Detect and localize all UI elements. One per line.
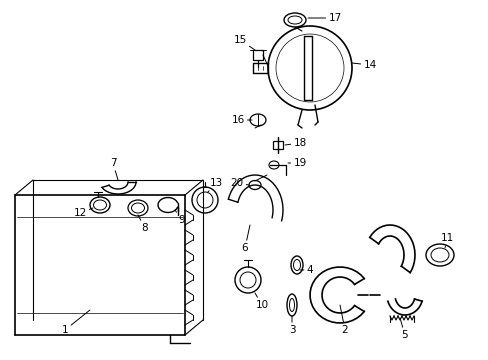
Text: 3: 3: [288, 316, 295, 335]
Text: 16: 16: [231, 115, 251, 125]
Text: 11: 11: [440, 233, 453, 248]
Text: 13: 13: [207, 178, 222, 192]
Text: 8: 8: [138, 215, 148, 233]
Text: 19: 19: [287, 158, 306, 168]
Text: 10: 10: [254, 293, 268, 310]
Text: 18: 18: [285, 138, 306, 148]
Text: 4: 4: [299, 265, 313, 275]
Text: 2: 2: [339, 305, 347, 335]
Text: 12: 12: [73, 208, 93, 218]
Text: 5: 5: [399, 318, 407, 340]
Text: 1: 1: [61, 310, 90, 335]
Bar: [272, 141, 283, 149]
Bar: [252, 50, 263, 60]
Text: 7: 7: [109, 158, 118, 180]
Text: 20: 20: [230, 178, 248, 188]
Text: 14: 14: [351, 60, 376, 70]
Text: 6: 6: [241, 225, 249, 253]
Text: 17: 17: [307, 13, 341, 23]
Text: 15: 15: [233, 35, 254, 50]
Text: 9: 9: [175, 210, 185, 225]
